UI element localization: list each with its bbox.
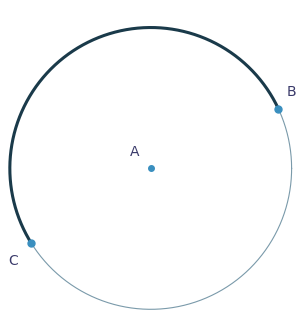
Text: B: B	[287, 85, 296, 99]
Text: C: C	[8, 254, 18, 268]
Text: A: A	[130, 145, 139, 159]
